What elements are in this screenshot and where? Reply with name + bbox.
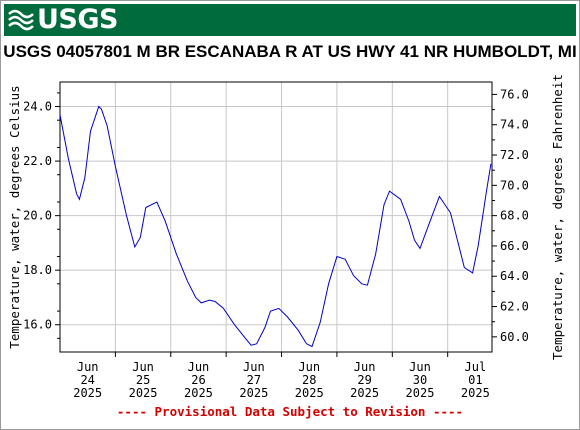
y-tick-label-right: 64.0 (500, 269, 529, 283)
y-tick-label-right: 68.0 (500, 209, 529, 223)
y-tick-label-left: 16.0 (23, 318, 52, 332)
y-tick-label-left: 20.0 (23, 209, 52, 223)
y-tick-label-right: 70.0 (500, 178, 529, 192)
x-tick-label: Jun 29 2025 (350, 360, 379, 400)
y-tick-label-right: 74.0 (500, 118, 529, 132)
x-tick-label: Jun 24 2025 (73, 360, 102, 400)
y-tick-label-right: 62.0 (500, 300, 529, 314)
x-tick-label: Jun 26 2025 (184, 360, 213, 400)
y-axis-title-right: Temperature, water, degrees Fahrenheit (550, 74, 565, 360)
y-tick-label-right: 60.0 (500, 330, 529, 344)
usgs-logo-text: USGS (37, 4, 118, 35)
y-tick-label-right: 66.0 (500, 239, 529, 253)
y-tick-label-right: 72.0 (500, 148, 529, 162)
grid-layer (60, 82, 492, 352)
x-tick-label: Jun 25 2025 (129, 360, 158, 400)
y-tick-label-left: 22.0 (23, 154, 52, 168)
x-tick-label: Jul 01 2025 (461, 360, 490, 400)
ticks-layer: Jun 24 2025 Jun 25 2025 Jun 26 2025 Jun 27 2025 Jun 2… (23, 87, 529, 400)
provisional-note: ---- Provisional Data Subject to Revisio… (116, 404, 464, 419)
x-tick-label: Jun 27 2025 (239, 360, 268, 400)
y-axis-title-left: Temperature, water, degrees Celsius (7, 85, 22, 348)
plot-area (59, 81, 493, 353)
x-tick-label: Jun 28 2025 (295, 360, 324, 400)
y-tick-label-left: 18.0 (23, 263, 52, 277)
series-line-water-temperature (59, 105, 492, 348)
usgs-banner: USGS (4, 4, 576, 36)
chart-title: USGS 04057801 M BR ESCANABA R AT US HWY … (3, 42, 577, 61)
usgs-logo-icon (8, 9, 34, 31)
x-tick-label: Jun 30 2025 (406, 360, 435, 400)
y-tick-label-right: 76.0 (500, 87, 529, 101)
y-tick-label-left: 24.0 (23, 100, 52, 114)
